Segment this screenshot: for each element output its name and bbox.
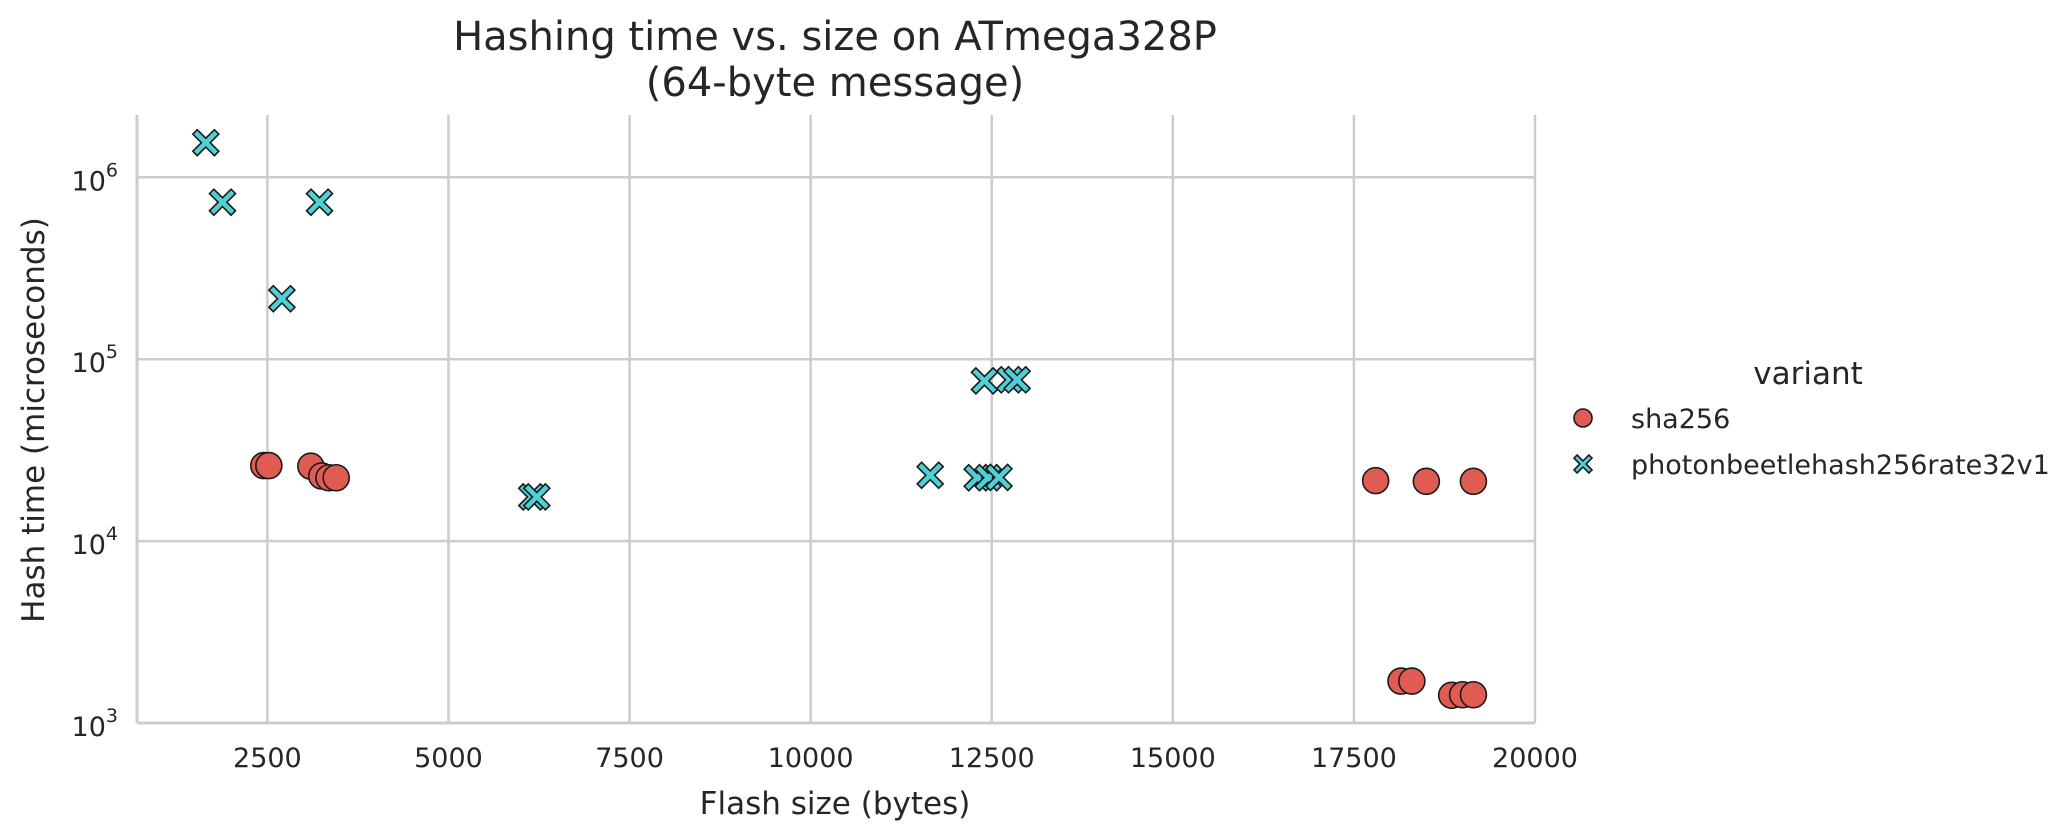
data-point-photonbeetlehash256rate32v1	[970, 366, 999, 396]
y-tick-label: 103	[72, 705, 118, 743]
grid-lines	[137, 115, 1537, 725]
data-point-sha256	[1459, 680, 1488, 709]
data-point-photonbeetlehash256rate32v1	[1002, 365, 1032, 394]
axes	[135, 115, 1535, 725]
data-points	[191, 128, 1488, 710]
data-point-sha256	[1361, 466, 1390, 495]
legend-marker-sha256	[1573, 408, 1593, 428]
data-point-sha256	[322, 463, 350, 492]
chart-title-line-1: Hashing time vs. size on ATmega328P	[453, 14, 1217, 60]
y-axis-label: Hash time (microseconds)	[16, 217, 52, 623]
y-tick-label: 106	[72, 159, 118, 197]
data-point-sha256	[1398, 667, 1426, 695]
data-point-sha256	[255, 451, 283, 480]
x-tick-label: 10000	[768, 743, 854, 774]
x-tick-label: 12500	[949, 743, 1035, 774]
data-point-photonbeetlehash256rate32v1	[984, 463, 1014, 492]
x-tick-label: 7500	[595, 743, 664, 774]
data-point-photonbeetlehash256rate32v1	[305, 188, 334, 217]
x-tick-label: 5000	[414, 743, 483, 774]
data-point-photonbeetlehash256rate32v1	[267, 284, 297, 313]
legend: variant sha256 photonbeetlehash256rate32v…	[1572, 356, 2050, 481]
legend-marker-photonbeetlehash256rate32v1	[1572, 453, 1594, 475]
data-point-sha256	[1412, 467, 1441, 496]
data-point-photonbeetlehash256rate32v1	[208, 188, 237, 217]
data-point-photonbeetlehash256rate32v1	[191, 128, 220, 157]
legend-label: photonbeetlehash256rate32v1	[1631, 450, 2050, 481]
x-tick-label: 17500	[1311, 743, 1397, 774]
tick-labels: 2500 5000 7500 10000 12500 15000 17500 20000 103…	[72, 159, 1578, 774]
data-point-sha256	[1459, 467, 1488, 496]
legend-title: variant	[1753, 356, 1863, 392]
legend-label: sha256	[1631, 404, 1730, 435]
data-point-photonbeetlehash256rate32v1	[522, 482, 551, 512]
data-point-photonbeetlehash256rate32v1	[995, 365, 1024, 394]
y-tick-label: 105	[72, 341, 118, 379]
y-tick-label: 104	[72, 523, 118, 561]
x-tick-label: 2500	[233, 743, 302, 774]
x-axis-label: Flash size (bytes)	[700, 786, 971, 822]
data-point-photonbeetlehash256rate32v1	[916, 461, 945, 490]
x-tick-label: 20000	[1492, 743, 1578, 774]
x-tick-label: 15000	[1130, 743, 1216, 774]
chart-title-line-2: (64-byte message)	[646, 60, 1024, 106]
